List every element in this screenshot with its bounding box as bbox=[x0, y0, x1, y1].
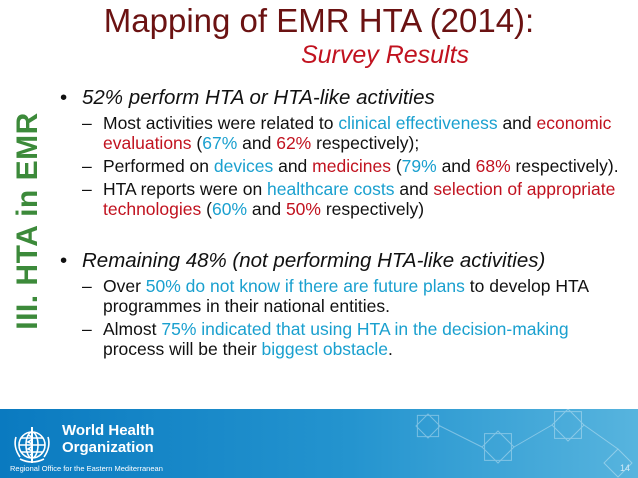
dash-marker: – bbox=[82, 319, 92, 339]
side-label-text: III. HTA in EMR bbox=[11, 112, 44, 330]
highlight-red: selection of appropriate technologies bbox=[103, 179, 616, 219]
text-part: Most activities were related to bbox=[103, 113, 339, 133]
bullet-text: 52% perform HTA or HTA-like activities bbox=[82, 86, 435, 109]
text-part: and bbox=[497, 113, 537, 133]
text-part: respectively); bbox=[311, 133, 420, 153]
slide-subtitle: Survey Results bbox=[300, 41, 470, 69]
text-part: Over bbox=[103, 276, 146, 296]
highlight-red: economic evaluations bbox=[103, 113, 612, 153]
highlight-red: medicines bbox=[312, 156, 391, 176]
text-part: ( bbox=[191, 133, 203, 153]
dash-marker: – bbox=[82, 156, 92, 176]
bullet-perform-hta: • 52% perform HTA or HTA-like activities bbox=[60, 86, 630, 110]
text-part: to develop HTA programmes in their natio… bbox=[103, 276, 589, 316]
text-part: respectively). bbox=[510, 156, 619, 176]
highlight-blue: devices bbox=[213, 156, 274, 176]
org-name-line2: Organization bbox=[62, 439, 154, 456]
bullet-text: Remaining 48% (not performing HTA-like a… bbox=[82, 249, 546, 272]
highlight-blue: 67% bbox=[202, 133, 238, 153]
side-section-label: III. HTA in EMR bbox=[4, 104, 52, 338]
dash-marker: – bbox=[82, 179, 92, 199]
slide-title: Mapping of EMR HTA (2014): bbox=[103, 2, 535, 39]
who-emblem-icon bbox=[14, 427, 50, 463]
highlight-blue: clinical effectiveness bbox=[338, 113, 498, 133]
text-part: and bbox=[273, 156, 313, 176]
bullet-dot: • bbox=[60, 86, 68, 109]
text-part: Almost bbox=[103, 319, 162, 339]
subbullet-future-plans: – Over 50% do not know if there are futu… bbox=[60, 276, 630, 316]
highlight-red: 50% bbox=[285, 199, 321, 219]
spacer bbox=[60, 219, 630, 249]
slide-content: • 52% perform HTA or HTA-like activities… bbox=[60, 86, 630, 359]
text-part: and bbox=[247, 199, 286, 219]
dash-marker: – bbox=[82, 113, 92, 133]
dash-marker: – bbox=[82, 276, 92, 296]
highlight-blue: 60% bbox=[211, 199, 248, 219]
highlight-blue: 50% do not know if there are future plan… bbox=[145, 276, 465, 296]
subbullet-activities: – Most activities were related to clinic… bbox=[60, 113, 630, 153]
text-part: ( bbox=[201, 199, 212, 219]
highlight-blue: biggest obstacle bbox=[261, 339, 389, 359]
page-number: 14 bbox=[619, 463, 630, 473]
highlight-red: 62% bbox=[276, 133, 312, 153]
subbullet-obstacle: – Almost 75% indicated that using HTA in… bbox=[60, 319, 630, 359]
text-part: and bbox=[394, 179, 434, 199]
subbullet-devices: – Performed on devices and medicines (79… bbox=[60, 156, 630, 176]
text-part: HTA reports were on bbox=[103, 179, 268, 199]
highlight-blue: 75% indicated that using HTA in the deci… bbox=[161, 319, 569, 339]
text-part: and bbox=[436, 156, 476, 176]
subbullet-reports: – HTA reports were on healthcare costs a… bbox=[60, 179, 630, 219]
text-part: ( bbox=[390, 156, 402, 176]
bullet-dot: • bbox=[60, 249, 68, 272]
org-name-line1: World Health bbox=[62, 422, 155, 439]
highlight-blue: 79% bbox=[401, 156, 437, 176]
bullet-remaining: • Remaining 48% (not performing HTA-like… bbox=[60, 249, 630, 273]
text-part: and bbox=[237, 133, 277, 153]
text-part: Performed on bbox=[103, 156, 214, 176]
regional-office: Regional Office for the Eastern Mediterr… bbox=[10, 464, 163, 473]
text-part: respectively) bbox=[320, 199, 425, 219]
text-part: . bbox=[388, 339, 393, 359]
geometric-pattern bbox=[415, 409, 633, 478]
highlight-blue: healthcare costs bbox=[267, 179, 395, 199]
text-part: process will be their bbox=[103, 339, 262, 359]
highlight-red: 68% bbox=[475, 156, 511, 176]
footer-band: World Health Organization Regional Offic… bbox=[0, 409, 638, 478]
